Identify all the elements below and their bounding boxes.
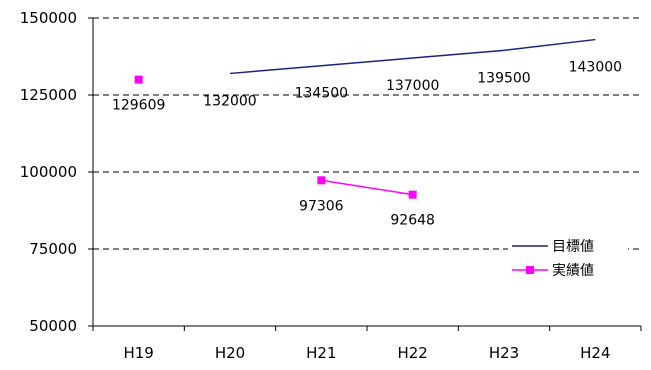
legend-bg-1 xyxy=(508,260,628,280)
series-0-segment-2 xyxy=(321,57,413,67)
series-0-segment-1 xyxy=(229,64,322,75)
legend-bg-0 xyxy=(508,236,628,256)
x-tick-label-H24: H24 xyxy=(580,344,610,362)
legend-label-0: 目標値 xyxy=(552,239,594,255)
series-0-segment-3 xyxy=(412,49,505,59)
y-tick-label-1: 75000 xyxy=(29,240,77,258)
legend-marker-1 xyxy=(526,266,534,274)
data-labels: 132000 134500 137000 139500 143000 129609 9730… xyxy=(112,60,622,229)
series-0-label-H22: 137000 xyxy=(386,78,439,94)
series-1-point-H19 xyxy=(134,75,143,84)
series-1-label-H22: 92648 xyxy=(390,213,435,229)
y-tick-label-3: 125000 xyxy=(20,86,77,104)
series-1-segment-2 xyxy=(321,179,413,196)
legend-label-1: 実績値 xyxy=(552,263,594,279)
series-0-label-H21: 134500 xyxy=(295,86,348,102)
series-0-segment-4 xyxy=(503,38,596,52)
x-axis-ticks: H19 H20 H21 H22 H23 H24 xyxy=(92,326,642,362)
series-1-point-H21 xyxy=(317,176,326,185)
series-0-label-H20: 132000 xyxy=(203,93,256,109)
series-0-label-H23: 139500 xyxy=(477,70,530,86)
x-tick-label-H19: H19 xyxy=(123,344,153,362)
y-tick-label-2: 100000 xyxy=(20,163,77,181)
y-axis-ticks: 50000 75000 100000 125000 150000 xyxy=(20,9,93,335)
y-tick-label-0: 50000 xyxy=(29,317,77,335)
series-1-label-H19: 129609 xyxy=(112,98,165,114)
gridlines xyxy=(93,17,641,250)
series-1-point-H22 xyxy=(408,190,417,199)
series-1-label-H21: 97306 xyxy=(299,198,344,214)
x-tick-label-H23: H23 xyxy=(489,344,519,362)
series-0-label-H24: 143000 xyxy=(569,60,622,76)
x-tick-label-H20: H20 xyxy=(215,344,245,362)
x-tick-label-H22: H22 xyxy=(397,344,427,362)
series-layer xyxy=(134,38,596,199)
y-tick-label-4: 150000 xyxy=(20,9,77,27)
x-tick-label-H21: H21 xyxy=(306,344,336,362)
